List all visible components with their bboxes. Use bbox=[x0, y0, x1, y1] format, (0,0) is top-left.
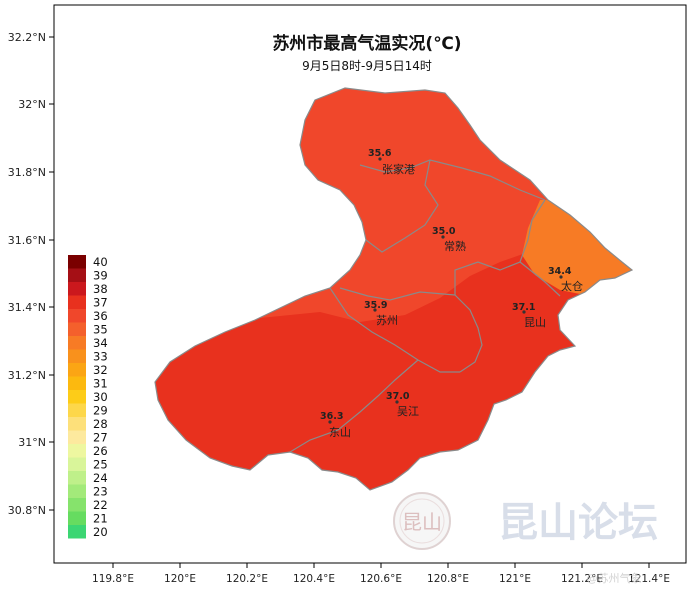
x-axis: 119.8°E 120°E 120.2°E 120.4°E 120.6°E 12… bbox=[92, 563, 670, 585]
station-zhangjiagang: 35.6 张家港 bbox=[368, 148, 415, 176]
station-suzhou: 35.9 苏州 bbox=[364, 300, 398, 327]
station-changshu: 35.0 常熟 bbox=[432, 226, 466, 253]
legend-swatch bbox=[68, 471, 86, 485]
station-name: 张家港 bbox=[382, 162, 415, 176]
station-value: 35.0 bbox=[432, 226, 456, 237]
y-tick-label: 31.6°N bbox=[8, 234, 46, 247]
legend-swatch bbox=[68, 295, 86, 309]
legend-label: 30 bbox=[93, 390, 108, 404]
watermark-text: 昆山论坛 bbox=[498, 500, 658, 546]
legend-label: 31 bbox=[93, 377, 108, 391]
legend-label: 26 bbox=[93, 444, 108, 458]
legend-label: 33 bbox=[93, 350, 108, 364]
x-tick-label: 121.4°E bbox=[628, 573, 670, 585]
x-tick-label: 120.8°E bbox=[427, 573, 469, 585]
legend-swatch bbox=[68, 498, 86, 512]
y-tick-label: 31.4°N bbox=[8, 301, 46, 314]
station-name: 常熟 bbox=[444, 239, 466, 253]
legend-label: 35 bbox=[93, 323, 108, 337]
legend-swatch bbox=[68, 255, 86, 269]
legend-swatch bbox=[68, 282, 86, 296]
station-value: 35.6 bbox=[368, 148, 392, 159]
legend-swatch bbox=[68, 376, 86, 390]
legend-label: 32 bbox=[93, 363, 108, 377]
legend-label: 40 bbox=[93, 255, 108, 269]
station-value: 37.1 bbox=[512, 302, 535, 313]
x-tick-label: 120.2°E bbox=[226, 573, 268, 585]
legend-swatch bbox=[68, 322, 86, 336]
y-tick-label: 30.8°N bbox=[8, 504, 46, 517]
y-axis: 32.2°N 32°N 31.8°N 31.6°N 31.4°N 31.2°N … bbox=[8, 31, 54, 517]
legend-label: 22 bbox=[93, 498, 108, 512]
station-taicang: 34.4 太仓 bbox=[548, 266, 583, 293]
legend-label: 34 bbox=[93, 336, 108, 350]
x-tick-label: 120°E bbox=[164, 573, 196, 585]
station-name: 昆山 bbox=[524, 316, 546, 329]
legend-label: 29 bbox=[93, 404, 108, 418]
y-tick-label: 32°N bbox=[18, 98, 46, 111]
legend-swatch bbox=[68, 336, 86, 350]
legend-swatch bbox=[68, 484, 86, 498]
station-name: 苏州 bbox=[376, 314, 398, 327]
legend-swatch bbox=[68, 390, 86, 404]
y-tick-label: 31°N bbox=[18, 436, 46, 449]
watermark-seal-text: 昆山 bbox=[402, 510, 442, 534]
y-tick-label: 31.2°N bbox=[8, 369, 46, 382]
color-legend: 4039383736353433323130292827262524232221… bbox=[68, 255, 108, 539]
legend-swatch bbox=[68, 417, 86, 431]
x-tick-label: 121.2°E bbox=[561, 573, 603, 585]
x-tick-label: 120.4°E bbox=[293, 573, 335, 585]
legend-label: 36 bbox=[93, 309, 108, 323]
legend-label: 21 bbox=[93, 512, 108, 526]
legend-swatch bbox=[68, 457, 86, 471]
x-tick-label: 119.8°E bbox=[92, 573, 134, 585]
x-tick-label: 121°E bbox=[499, 573, 531, 585]
legend-swatch bbox=[68, 363, 86, 377]
legend-label: 24 bbox=[93, 471, 108, 485]
legend-swatch bbox=[68, 309, 86, 323]
legend-swatch bbox=[68, 403, 86, 417]
watermark-credit: @苏州气象 bbox=[587, 571, 642, 585]
legend-swatch bbox=[68, 349, 86, 363]
station-kunshan: 37.1 昆山 bbox=[512, 302, 546, 329]
station-value: 35.9 bbox=[364, 300, 387, 311]
station-value: 37.0 bbox=[386, 391, 410, 402]
station-name: 太仓 bbox=[561, 279, 583, 293]
station-value: 36.3 bbox=[320, 411, 343, 422]
legend-label: 27 bbox=[93, 431, 108, 445]
legend-swatch bbox=[68, 444, 86, 458]
station-wujiang: 37.0 吴江 bbox=[386, 391, 419, 418]
y-tick-label: 31.8°N bbox=[8, 166, 46, 179]
watermark-seal bbox=[393, 492, 451, 550]
map-title: 苏州市最高气温实况(℃) bbox=[272, 33, 461, 54]
legend-label: 38 bbox=[93, 282, 108, 296]
x-tick-label: 120.6°E bbox=[360, 573, 402, 585]
legend-label: 37 bbox=[93, 296, 108, 310]
station-value: 34.4 bbox=[548, 266, 572, 277]
legend-label: 28 bbox=[93, 417, 108, 431]
station-dongshan: 36.3 东山 bbox=[320, 411, 351, 439]
legend-swatch bbox=[68, 268, 86, 282]
y-tick-label: 32.2°N bbox=[8, 31, 46, 44]
station-name: 东山 bbox=[329, 426, 351, 439]
legend-label: 23 bbox=[93, 485, 108, 499]
station-name: 吴江 bbox=[397, 405, 419, 418]
legend-label: 39 bbox=[93, 269, 108, 283]
legend-swatch bbox=[68, 525, 86, 539]
legend-label: 25 bbox=[93, 458, 108, 472]
watermark: 昆山 昆山论坛 @苏州气象 bbox=[393, 492, 658, 585]
legend-swatch bbox=[68, 511, 86, 525]
map-subtitle: 9月5日8时-9月5日14时 bbox=[302, 59, 432, 73]
legend-swatch bbox=[68, 430, 86, 444]
county-borders bbox=[154, 87, 633, 491]
station-markers: 35.6 张家港 35.0 常熟 34.4 太仓 35.9 苏州 37.1 昆山… bbox=[320, 148, 583, 439]
legend-label: 20 bbox=[93, 525, 108, 539]
